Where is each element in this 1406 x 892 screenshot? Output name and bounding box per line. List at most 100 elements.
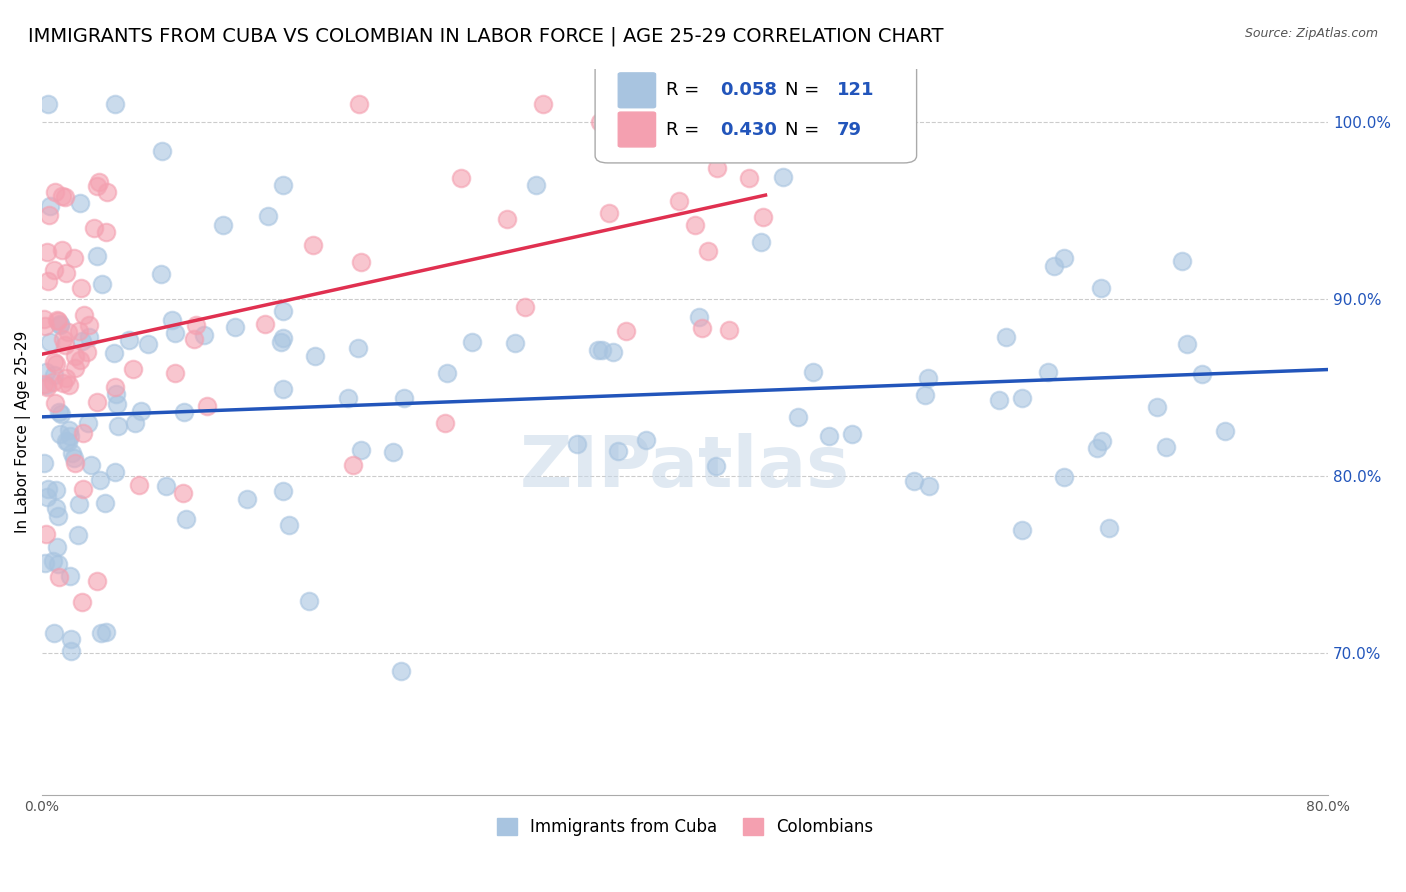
Point [197,400,219,414]
Point [1011,523,1033,537]
Point [1213,424,1236,438]
Point [193,328,215,343]
Point [461,335,484,350]
Point [1154,441,1177,455]
Point [77,330,100,344]
Point [53,337,76,351]
Point [918,479,941,493]
Point [738,170,761,185]
Point [683,218,706,232]
Point [903,474,925,488]
Point [76,345,98,359]
Point [42,263,65,277]
Point [94,625,117,640]
Point [1042,260,1064,274]
Point [53,190,76,204]
Point [155,478,177,492]
Point [60,632,83,647]
Point [162,312,184,326]
Point [51,244,73,258]
Point [83,221,105,235]
Point [35,365,58,379]
Point [44,626,66,640]
Point [256,209,278,223]
Point [271,331,294,345]
Point [38,199,60,213]
Point [772,169,794,184]
Point [136,337,159,351]
Point [51,407,73,421]
Point [304,349,326,363]
Point [434,416,457,430]
Point [90,626,112,640]
Point [752,210,775,224]
Point [1171,253,1194,268]
Point [44,186,66,200]
Point [150,144,173,158]
Point [70,595,93,609]
FancyBboxPatch shape [619,73,655,108]
Point [184,318,207,332]
Point [787,409,810,424]
Point [342,458,364,473]
Point [94,496,117,510]
Point [55,434,77,449]
Point [67,324,90,338]
Point [704,458,727,473]
Point [59,568,82,582]
Point [86,249,108,263]
Point [104,386,127,401]
FancyBboxPatch shape [595,54,917,163]
Point [73,308,96,322]
Point [271,304,294,318]
Point [34,556,56,570]
Point [513,300,536,314]
Point [90,277,112,291]
Point [531,97,554,112]
Point [46,314,69,328]
Point [607,443,630,458]
Point [1098,521,1121,535]
Point [59,428,82,442]
Point [436,366,458,380]
Point [60,644,83,658]
Point [87,176,110,190]
Point [717,323,740,337]
Point [72,482,94,496]
Point [121,362,143,376]
Point [668,194,690,208]
Point [173,405,195,419]
Point [336,391,359,405]
Point [1053,470,1076,484]
Point [394,391,416,405]
Point [56,434,79,449]
Point [914,388,936,402]
Point [86,395,108,409]
Point [224,320,246,334]
Point [62,450,84,465]
Point [271,178,294,192]
Y-axis label: In Labor Force | Age 25-29: In Labor Force | Age 25-29 [15,330,31,533]
Point [63,361,86,376]
Point [1090,281,1112,295]
Point [45,483,67,497]
Point [86,179,108,194]
Point [1011,391,1033,405]
Point [35,377,58,392]
Point [38,208,60,222]
Point [688,310,710,324]
Point [602,345,624,359]
Point [277,517,299,532]
Point [58,326,80,340]
Point [66,527,89,541]
Point [751,235,773,249]
Point [118,333,141,347]
Point [524,178,547,193]
Point [450,171,472,186]
Point [586,343,609,357]
Point [72,426,94,441]
Point [389,665,412,679]
Point [41,554,63,568]
Point [163,326,186,341]
Point [45,501,67,516]
